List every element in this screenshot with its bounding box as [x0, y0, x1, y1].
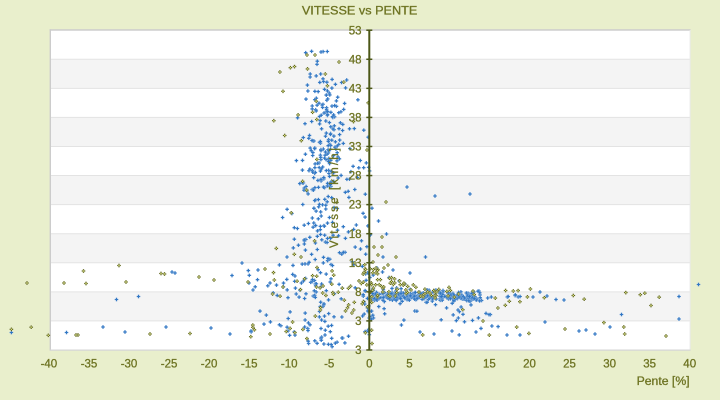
- svg-text:33: 33: [349, 142, 362, 154]
- svg-text:25: 25: [563, 359, 576, 371]
- svg-text:Vitesse [km/h]: Vitesse [km/h]: [329, 148, 341, 248]
- svg-text:38: 38: [349, 113, 362, 125]
- svg-text:3: 3: [355, 316, 361, 328]
- svg-text:-20: -20: [201, 359, 218, 371]
- svg-text:28: 28: [349, 171, 362, 183]
- svg-text:-40: -40: [41, 359, 58, 371]
- svg-text:48: 48: [349, 54, 362, 66]
- svg-text:VITESSE vs PENTE: VITESSE vs PENTE: [302, 5, 418, 17]
- svg-text:40: 40: [683, 359, 696, 371]
- svg-text:-15: -15: [241, 359, 258, 371]
- svg-text:-30: -30: [121, 359, 138, 371]
- svg-text:13: 13: [349, 258, 362, 270]
- svg-text:53: 53: [349, 25, 362, 37]
- svg-text:20: 20: [523, 359, 536, 371]
- svg-text:8: 8: [355, 287, 361, 299]
- svg-text:0: 0: [366, 359, 372, 371]
- svg-text:-10: -10: [281, 359, 298, 371]
- svg-text:30: 30: [603, 359, 616, 371]
- svg-text:-5: -5: [324, 359, 334, 371]
- svg-text:23: 23: [349, 200, 362, 212]
- svg-text:15: 15: [483, 359, 496, 371]
- svg-text:43: 43: [349, 83, 362, 95]
- svg-text:35: 35: [643, 359, 656, 371]
- svg-text:Pente [%]: Pente [%]: [637, 376, 690, 388]
- svg-text:3: 3: [355, 345, 361, 357]
- svg-text:-35: -35: [81, 359, 98, 371]
- svg-text:-25: -25: [161, 359, 178, 371]
- svg-text:5: 5: [406, 359, 412, 371]
- svg-text:10: 10: [443, 359, 456, 371]
- svg-text:18: 18: [349, 229, 362, 241]
